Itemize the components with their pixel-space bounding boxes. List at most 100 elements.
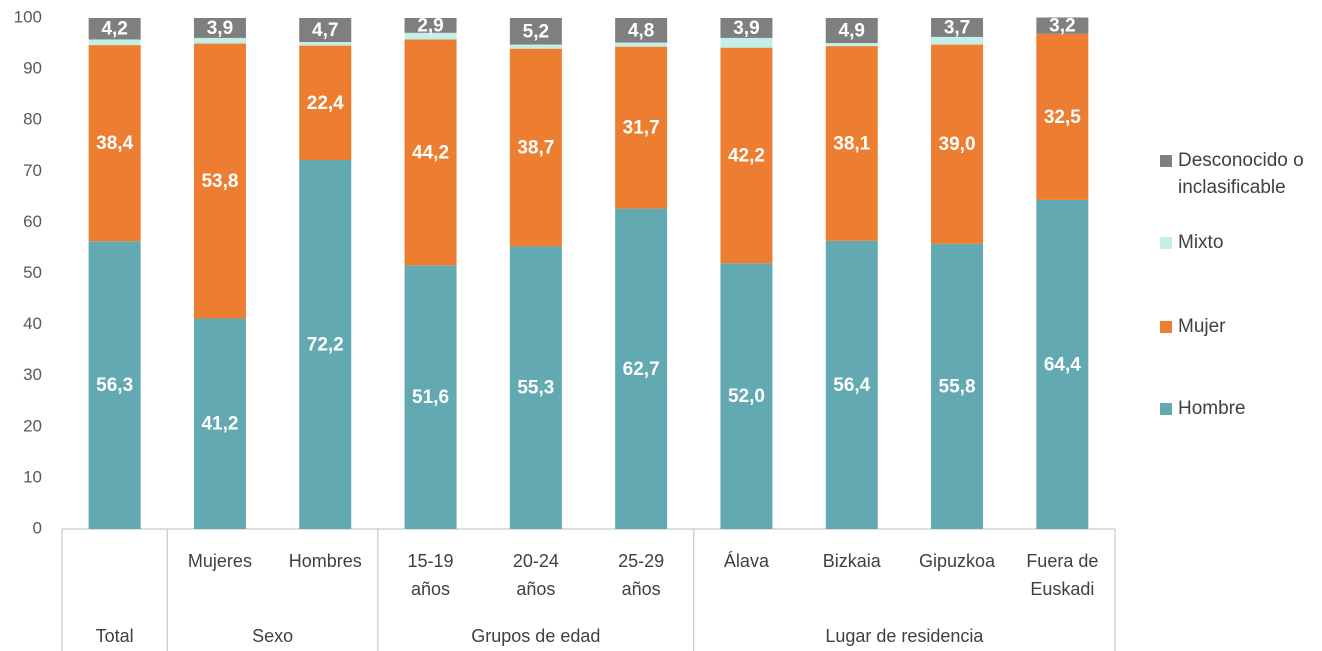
bar-segment xyxy=(404,39,457,266)
group-label: Lugar de residencia xyxy=(825,626,984,646)
data-label: 4,9 xyxy=(839,21,865,42)
bar-segment xyxy=(1036,199,1089,529)
legend-swatch xyxy=(1160,155,1172,167)
bar-segment xyxy=(720,37,773,48)
bar-segment xyxy=(509,44,562,49)
bar-segment xyxy=(299,45,352,161)
bar-segment xyxy=(404,265,457,529)
data-label: 56,4 xyxy=(833,375,870,396)
bar-segment xyxy=(88,45,141,242)
bar-segment xyxy=(404,32,457,40)
y-tick-label: 30 xyxy=(23,365,42,384)
y-tick-label: 0 xyxy=(33,518,42,537)
legend-label: Mujer xyxy=(1178,316,1226,337)
bar-segment xyxy=(825,43,878,47)
y-tick-label: 40 xyxy=(23,314,42,333)
data-label: 38,4 xyxy=(96,133,133,154)
legend-item: Hombre xyxy=(1160,395,1322,422)
bar-segment xyxy=(825,46,878,241)
bar-segment xyxy=(615,42,668,47)
bar-segment xyxy=(1036,17,1089,34)
bar-segment xyxy=(404,18,457,33)
data-label: 42,2 xyxy=(728,145,765,166)
x-tick-label: 20-24 años xyxy=(512,551,559,599)
bar-segment xyxy=(825,18,878,44)
data-label: 56,3 xyxy=(96,375,133,396)
x-tick-label: Mujeres xyxy=(187,551,252,571)
data-label: 2,9 xyxy=(417,15,443,36)
data-label: 55,8 xyxy=(939,376,976,397)
data-label: 32,5 xyxy=(1044,107,1081,128)
y-tick-label: 20 xyxy=(23,416,42,435)
legend-item: Desconocido o inclasificable xyxy=(1160,147,1322,201)
bar-segment xyxy=(615,18,668,43)
bar-segment xyxy=(193,43,246,319)
legend-label: Hombre xyxy=(1178,398,1246,419)
data-label: 39,0 xyxy=(939,134,976,155)
x-tick-label: Fuera de Euskadi xyxy=(1026,551,1099,599)
data-label: 53,8 xyxy=(201,171,238,192)
bar-segment xyxy=(931,18,984,37)
x-tick-label: 25-29 años xyxy=(618,551,665,599)
bar-segment xyxy=(615,208,668,529)
data-label: 41,2 xyxy=(201,414,238,435)
bar-segment xyxy=(299,18,352,43)
data-label: 38,7 xyxy=(517,138,554,159)
x-tick-label: Gipuzkoa xyxy=(919,551,996,571)
data-label: 3,9 xyxy=(207,18,233,39)
bar-segment xyxy=(88,241,141,529)
bar-segment xyxy=(509,18,562,45)
y-tick-label: 80 xyxy=(23,110,42,129)
legend-swatch xyxy=(1160,321,1172,333)
bar-segment xyxy=(825,240,878,529)
bar-segment xyxy=(720,47,773,264)
x-tick-label: Bizkaia xyxy=(822,551,881,571)
bar-segment xyxy=(193,318,246,529)
y-tick-label: 70 xyxy=(23,161,42,180)
data-label: 72,2 xyxy=(307,335,344,356)
data-label: 62,7 xyxy=(623,359,660,380)
data-label: 4,8 xyxy=(628,20,654,41)
data-label: 51,6 xyxy=(412,387,449,408)
legend-item: Mujer xyxy=(1160,313,1322,340)
bar-segment xyxy=(931,44,984,244)
bar-segment xyxy=(193,18,246,38)
data-label: 22,4 xyxy=(307,93,344,114)
legend-swatch xyxy=(1160,237,1172,249)
data-label: 4,2 xyxy=(101,19,127,40)
x-tick-label: Hombres xyxy=(288,551,362,571)
y-tick-label: 90 xyxy=(23,59,42,78)
data-label: 3,2 xyxy=(1049,16,1075,37)
data-label: 3,9 xyxy=(733,18,759,39)
data-label: 64,4 xyxy=(1044,354,1081,375)
bar-segment xyxy=(299,42,352,46)
bar-segment xyxy=(720,263,773,529)
y-tick-label: 100 xyxy=(14,7,42,26)
data-label: 52,0 xyxy=(728,386,765,407)
data-label: 55,3 xyxy=(517,378,554,399)
legend-item: Mixto xyxy=(1160,229,1322,256)
legend-label: Mixto xyxy=(1178,232,1224,253)
x-tick-label: Álava xyxy=(723,551,769,571)
bar-segment xyxy=(720,18,773,38)
bar-segment xyxy=(1036,33,1089,200)
data-label: 31,7 xyxy=(623,118,660,139)
x-tick-label: 15-19 años xyxy=(407,551,454,599)
bar-segment xyxy=(509,48,562,247)
bar-segment xyxy=(88,39,141,46)
group-label: Total xyxy=(95,626,134,646)
data-label: 44,2 xyxy=(412,142,449,163)
y-tick-label: 60 xyxy=(23,212,42,231)
data-label: 3,7 xyxy=(944,17,970,38)
bar-segment xyxy=(931,36,984,45)
y-tick-label: 50 xyxy=(23,263,42,282)
legend-label: Desconocido o inclasificable xyxy=(1178,150,1304,198)
bar-segment xyxy=(193,37,246,44)
data-label: 38,1 xyxy=(833,133,870,154)
group-label: Sexo xyxy=(252,626,294,646)
bar-segment xyxy=(931,243,984,529)
data-label: 5,2 xyxy=(523,21,549,42)
bar-segment xyxy=(88,18,141,40)
